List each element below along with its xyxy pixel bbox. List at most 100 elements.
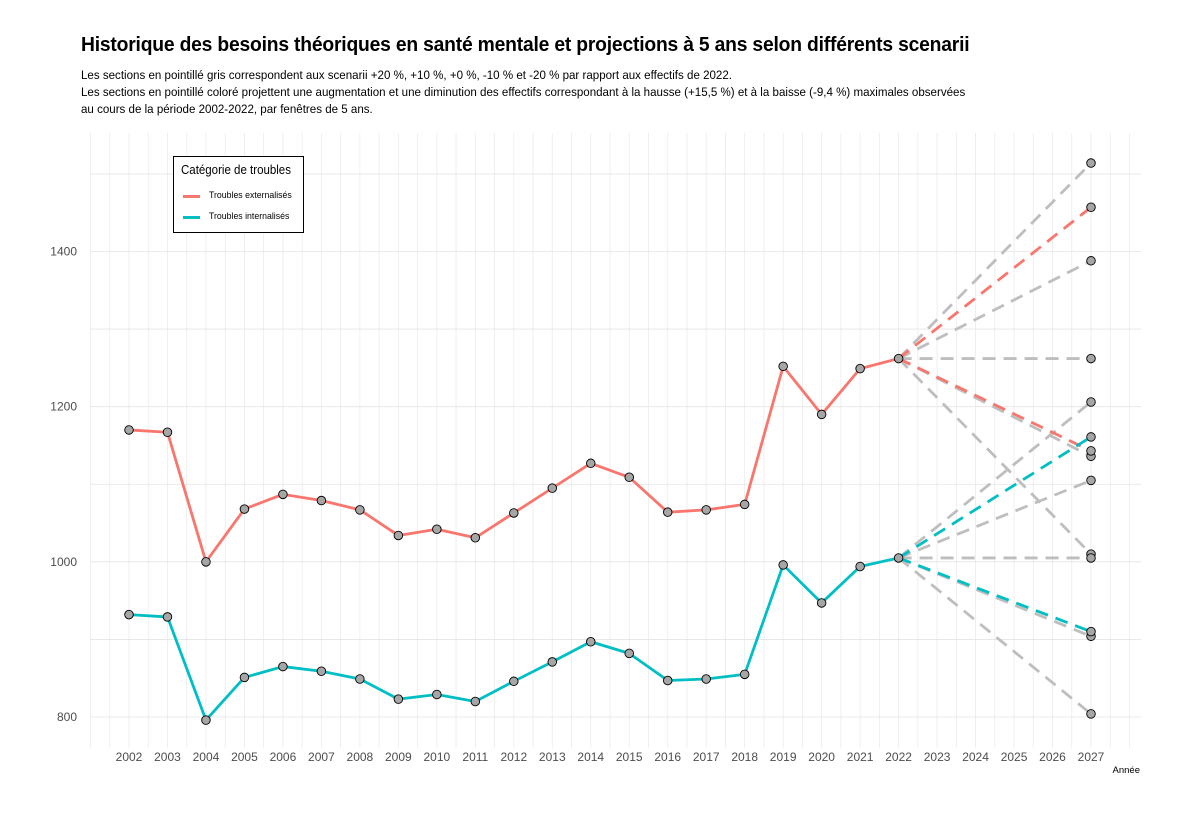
data-point	[778, 560, 788, 570]
x-tick-label: 2011	[462, 750, 488, 764]
data-point	[624, 648, 634, 659]
x-tick-label: 2009	[385, 750, 412, 764]
data-point	[239, 672, 250, 683]
projection-point	[1086, 353, 1096, 364]
projection-point	[1086, 397, 1096, 407]
data-point	[586, 636, 596, 647]
y-tick-label: 800	[57, 710, 77, 724]
data-point	[124, 609, 134, 620]
subtitle-line-1: Les sections en pointillé gris correspon…	[81, 68, 733, 82]
subtitle-line-3: au cours de la période 2002-2022, par fe…	[81, 102, 373, 116]
data-point	[470, 696, 481, 707]
data-point	[662, 507, 673, 517]
data-point	[201, 715, 211, 725]
scenario-line	[897, 357, 1092, 556]
data-point	[662, 675, 673, 686]
data-point	[739, 499, 750, 510]
scenario-line	[898, 479, 1092, 560]
x-tick-label: 2002	[116, 750, 143, 764]
x-tick-label: 2020	[808, 750, 835, 764]
x-tick-label: 2015	[616, 750, 643, 764]
x-tick-labels: 2002 2003 2004 2005 2006 2007 2008 2009 2010 2011…	[116, 750, 1105, 764]
scenario-line	[897, 259, 1092, 360]
subtitle-line-2: Les sections en pointillé coloré projett…	[81, 85, 966, 99]
y-tick-labels: 800 1000 1200 1400	[50, 245, 77, 725]
x-tick-label: 2005	[231, 750, 258, 764]
legend-label-internalises: Troubles internalisés	[209, 211, 290, 222]
data-point	[778, 361, 788, 372]
x-tick-label: 2006	[270, 750, 297, 764]
x-tick-label: 2023	[924, 750, 951, 764]
projection-point	[1086, 446, 1096, 456]
x-tick-label: 2013	[539, 750, 566, 764]
data-point	[547, 657, 558, 667]
data-point	[393, 694, 404, 704]
x-tick-label: 2012	[500, 750, 527, 764]
data-point	[162, 612, 173, 622]
data-point	[316, 495, 327, 506]
data-point	[201, 557, 211, 567]
projection-point	[1086, 158, 1096, 168]
scenario-line	[898, 556, 1092, 638]
projection-point	[1086, 202, 1096, 213]
x-tick-label: 2022	[885, 750, 912, 764]
data-point	[278, 661, 288, 672]
data-point	[432, 689, 442, 700]
projection-point	[1086, 553, 1096, 563]
x-tick-label: 2008	[347, 750, 374, 764]
data-point	[355, 505, 365, 515]
data-point	[124, 425, 134, 435]
x-tick-label: 2024	[962, 750, 989, 764]
x-axis-title: Année	[1112, 765, 1140, 776]
data-point	[432, 524, 442, 534]
legend-swatch-internalises	[183, 216, 200, 219]
data-point	[855, 363, 865, 374]
data-point	[739, 669, 750, 680]
x-tick-label: 2003	[154, 750, 181, 764]
legend-swatch-externalises	[183, 195, 200, 198]
data-point	[355, 674, 365, 684]
x-tick-label: 2017	[693, 750, 720, 764]
data-point	[470, 533, 481, 543]
data-point	[509, 508, 519, 518]
projection-point	[1086, 256, 1096, 266]
scenario-line	[897, 357, 1092, 458]
x-tick-label: 2027	[1078, 750, 1105, 764]
x-tick-label: 2007	[308, 750, 335, 764]
y-tick-label: 1000	[50, 555, 77, 569]
x-tick-label: 2010	[423, 750, 450, 764]
data-point	[162, 427, 173, 438]
x-tick-label: 2025	[1001, 750, 1028, 764]
data-point	[893, 353, 904, 364]
chart-title: Historique des besoins théoriques en san…	[81, 33, 970, 56]
x-tick-label: 2026	[1039, 750, 1066, 764]
data-point	[701, 674, 711, 684]
projection-point	[1086, 475, 1096, 486]
scenario-line	[897, 162, 1092, 360]
x-tick-label: 2018	[731, 750, 758, 764]
legend-title: Catégorie de troubles	[181, 163, 291, 177]
colored-projection-lines	[897, 206, 1092, 633]
chart-subtitle: Les sections en pointillé gris correspon…	[81, 67, 1161, 118]
data-point	[393, 530, 404, 541]
projection-line	[898, 556, 1092, 633]
data-point	[855, 561, 865, 572]
data-point	[701, 505, 711, 515]
data-point	[816, 598, 827, 608]
data-point	[816, 409, 827, 420]
projection-line	[897, 357, 1092, 453]
projection-point	[1086, 432, 1096, 442]
grey-scenario-lines	[897, 162, 1092, 715]
x-tick-label: 2016	[654, 750, 681, 764]
x-tick-label: 2021	[847, 750, 874, 764]
legend-label-externalises: Troubles externalisés	[209, 190, 292, 201]
data-point	[893, 553, 904, 563]
grid-lines	[90, 133, 1141, 748]
x-tick-label: 2019	[770, 750, 797, 764]
projection-point	[1086, 709, 1096, 719]
projection-line	[897, 435, 1092, 560]
data-point	[316, 666, 327, 676]
y-tick-label: 1200	[50, 400, 77, 414]
x-tick-label: 2014	[577, 750, 604, 764]
